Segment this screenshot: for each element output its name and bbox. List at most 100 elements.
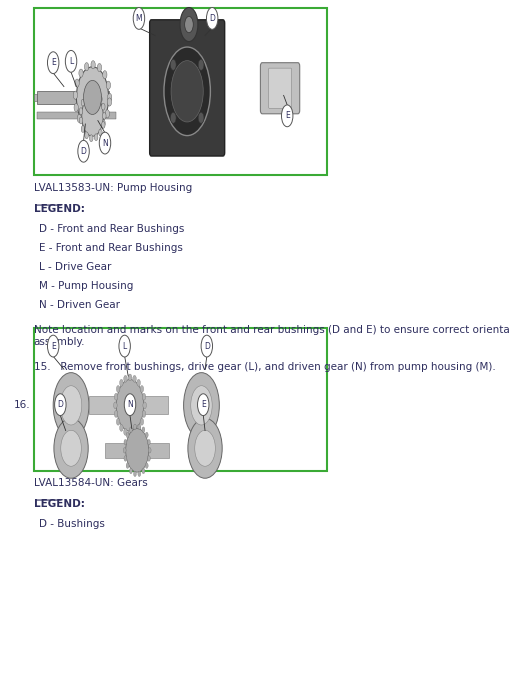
Circle shape bbox=[281, 105, 292, 127]
Circle shape bbox=[116, 380, 144, 431]
Circle shape bbox=[140, 419, 144, 425]
Circle shape bbox=[163, 47, 210, 135]
Circle shape bbox=[102, 70, 107, 79]
Circle shape bbox=[81, 95, 103, 136]
Circle shape bbox=[89, 90, 93, 97]
Circle shape bbox=[73, 91, 77, 99]
Circle shape bbox=[84, 132, 88, 139]
Text: D - Bushings: D - Bushings bbox=[39, 519, 104, 529]
Circle shape bbox=[145, 432, 148, 438]
Text: N: N bbox=[127, 400, 133, 409]
Circle shape bbox=[147, 456, 150, 461]
Circle shape bbox=[65, 51, 77, 73]
Circle shape bbox=[98, 129, 102, 136]
Circle shape bbox=[84, 63, 89, 71]
Circle shape bbox=[79, 69, 83, 77]
Circle shape bbox=[114, 410, 118, 417]
Circle shape bbox=[105, 109, 109, 118]
Text: L: L bbox=[122, 341, 127, 351]
Circle shape bbox=[133, 424, 136, 430]
Circle shape bbox=[170, 112, 176, 123]
FancyBboxPatch shape bbox=[260, 63, 299, 114]
Text: L: L bbox=[69, 57, 73, 66]
Circle shape bbox=[83, 81, 101, 114]
FancyBboxPatch shape bbox=[89, 397, 167, 414]
Ellipse shape bbox=[54, 419, 88, 478]
Text: E: E bbox=[51, 341, 55, 351]
Circle shape bbox=[107, 93, 111, 101]
Circle shape bbox=[143, 402, 146, 409]
Circle shape bbox=[77, 114, 81, 122]
Circle shape bbox=[74, 103, 78, 111]
Circle shape bbox=[81, 126, 84, 133]
Circle shape bbox=[132, 428, 136, 435]
Circle shape bbox=[79, 117, 82, 124]
Circle shape bbox=[171, 61, 203, 122]
FancyBboxPatch shape bbox=[268, 68, 291, 108]
Circle shape bbox=[91, 61, 95, 69]
Ellipse shape bbox=[183, 373, 219, 438]
Text: E - Front and Rear Bushings: E - Front and Rear Bushings bbox=[39, 244, 182, 253]
Ellipse shape bbox=[187, 419, 222, 478]
Circle shape bbox=[126, 463, 129, 469]
Circle shape bbox=[107, 98, 111, 106]
Circle shape bbox=[124, 439, 127, 445]
FancyBboxPatch shape bbox=[105, 443, 169, 458]
Circle shape bbox=[137, 424, 140, 430]
Circle shape bbox=[137, 471, 140, 477]
Ellipse shape bbox=[194, 430, 215, 466]
Circle shape bbox=[54, 394, 66, 416]
Circle shape bbox=[170, 60, 176, 70]
Circle shape bbox=[180, 8, 197, 42]
Circle shape bbox=[142, 393, 146, 400]
FancyBboxPatch shape bbox=[37, 91, 108, 103]
Text: Note location and marks on the front and rear bushings (D and E) to ensure corre: Note location and marks on the front and… bbox=[34, 325, 509, 347]
Circle shape bbox=[123, 447, 126, 453]
Circle shape bbox=[102, 112, 106, 119]
Text: LEGEND:: LEGEND: bbox=[34, 499, 84, 509]
Circle shape bbox=[136, 380, 140, 386]
Circle shape bbox=[84, 93, 88, 100]
Circle shape bbox=[206, 8, 217, 29]
Text: N - Driven Gear: N - Driven Gear bbox=[39, 300, 120, 311]
Text: 15.   Remove front bushings, drive gear (L), and driven gear (N) from pump housi: 15. Remove front bushings, drive gear (L… bbox=[34, 363, 494, 372]
Circle shape bbox=[89, 135, 93, 142]
Circle shape bbox=[106, 81, 110, 90]
Text: D: D bbox=[204, 341, 209, 351]
Circle shape bbox=[82, 122, 87, 131]
Circle shape bbox=[124, 456, 127, 461]
Circle shape bbox=[129, 469, 132, 474]
Circle shape bbox=[126, 428, 148, 472]
Text: E: E bbox=[284, 111, 289, 120]
Circle shape bbox=[81, 99, 84, 106]
FancyBboxPatch shape bbox=[149, 20, 224, 156]
FancyBboxPatch shape bbox=[34, 328, 326, 471]
Text: E: E bbox=[201, 400, 205, 409]
Circle shape bbox=[198, 60, 204, 70]
Circle shape bbox=[120, 380, 123, 386]
Text: D: D bbox=[209, 14, 215, 23]
Circle shape bbox=[201, 335, 212, 357]
Circle shape bbox=[116, 386, 120, 393]
Circle shape bbox=[89, 126, 93, 134]
Circle shape bbox=[148, 447, 151, 453]
Ellipse shape bbox=[53, 373, 89, 438]
Text: LVAL13584-UN: Gears: LVAL13584-UN: Gears bbox=[34, 478, 147, 488]
Circle shape bbox=[198, 112, 204, 123]
Circle shape bbox=[76, 67, 108, 128]
Circle shape bbox=[128, 430, 131, 436]
Circle shape bbox=[132, 376, 136, 382]
Text: D - Front and Rear Bushings: D - Front and Rear Bushings bbox=[39, 224, 184, 234]
Circle shape bbox=[142, 427, 145, 432]
FancyBboxPatch shape bbox=[37, 112, 116, 119]
Circle shape bbox=[75, 79, 79, 87]
Text: D: D bbox=[58, 400, 63, 409]
FancyBboxPatch shape bbox=[34, 94, 59, 101]
Circle shape bbox=[147, 439, 150, 445]
Circle shape bbox=[136, 425, 140, 432]
Circle shape bbox=[120, 425, 123, 432]
Circle shape bbox=[101, 119, 105, 127]
Circle shape bbox=[114, 393, 118, 400]
Circle shape bbox=[133, 471, 136, 477]
Text: LEGEND:: LEGEND: bbox=[34, 204, 84, 213]
